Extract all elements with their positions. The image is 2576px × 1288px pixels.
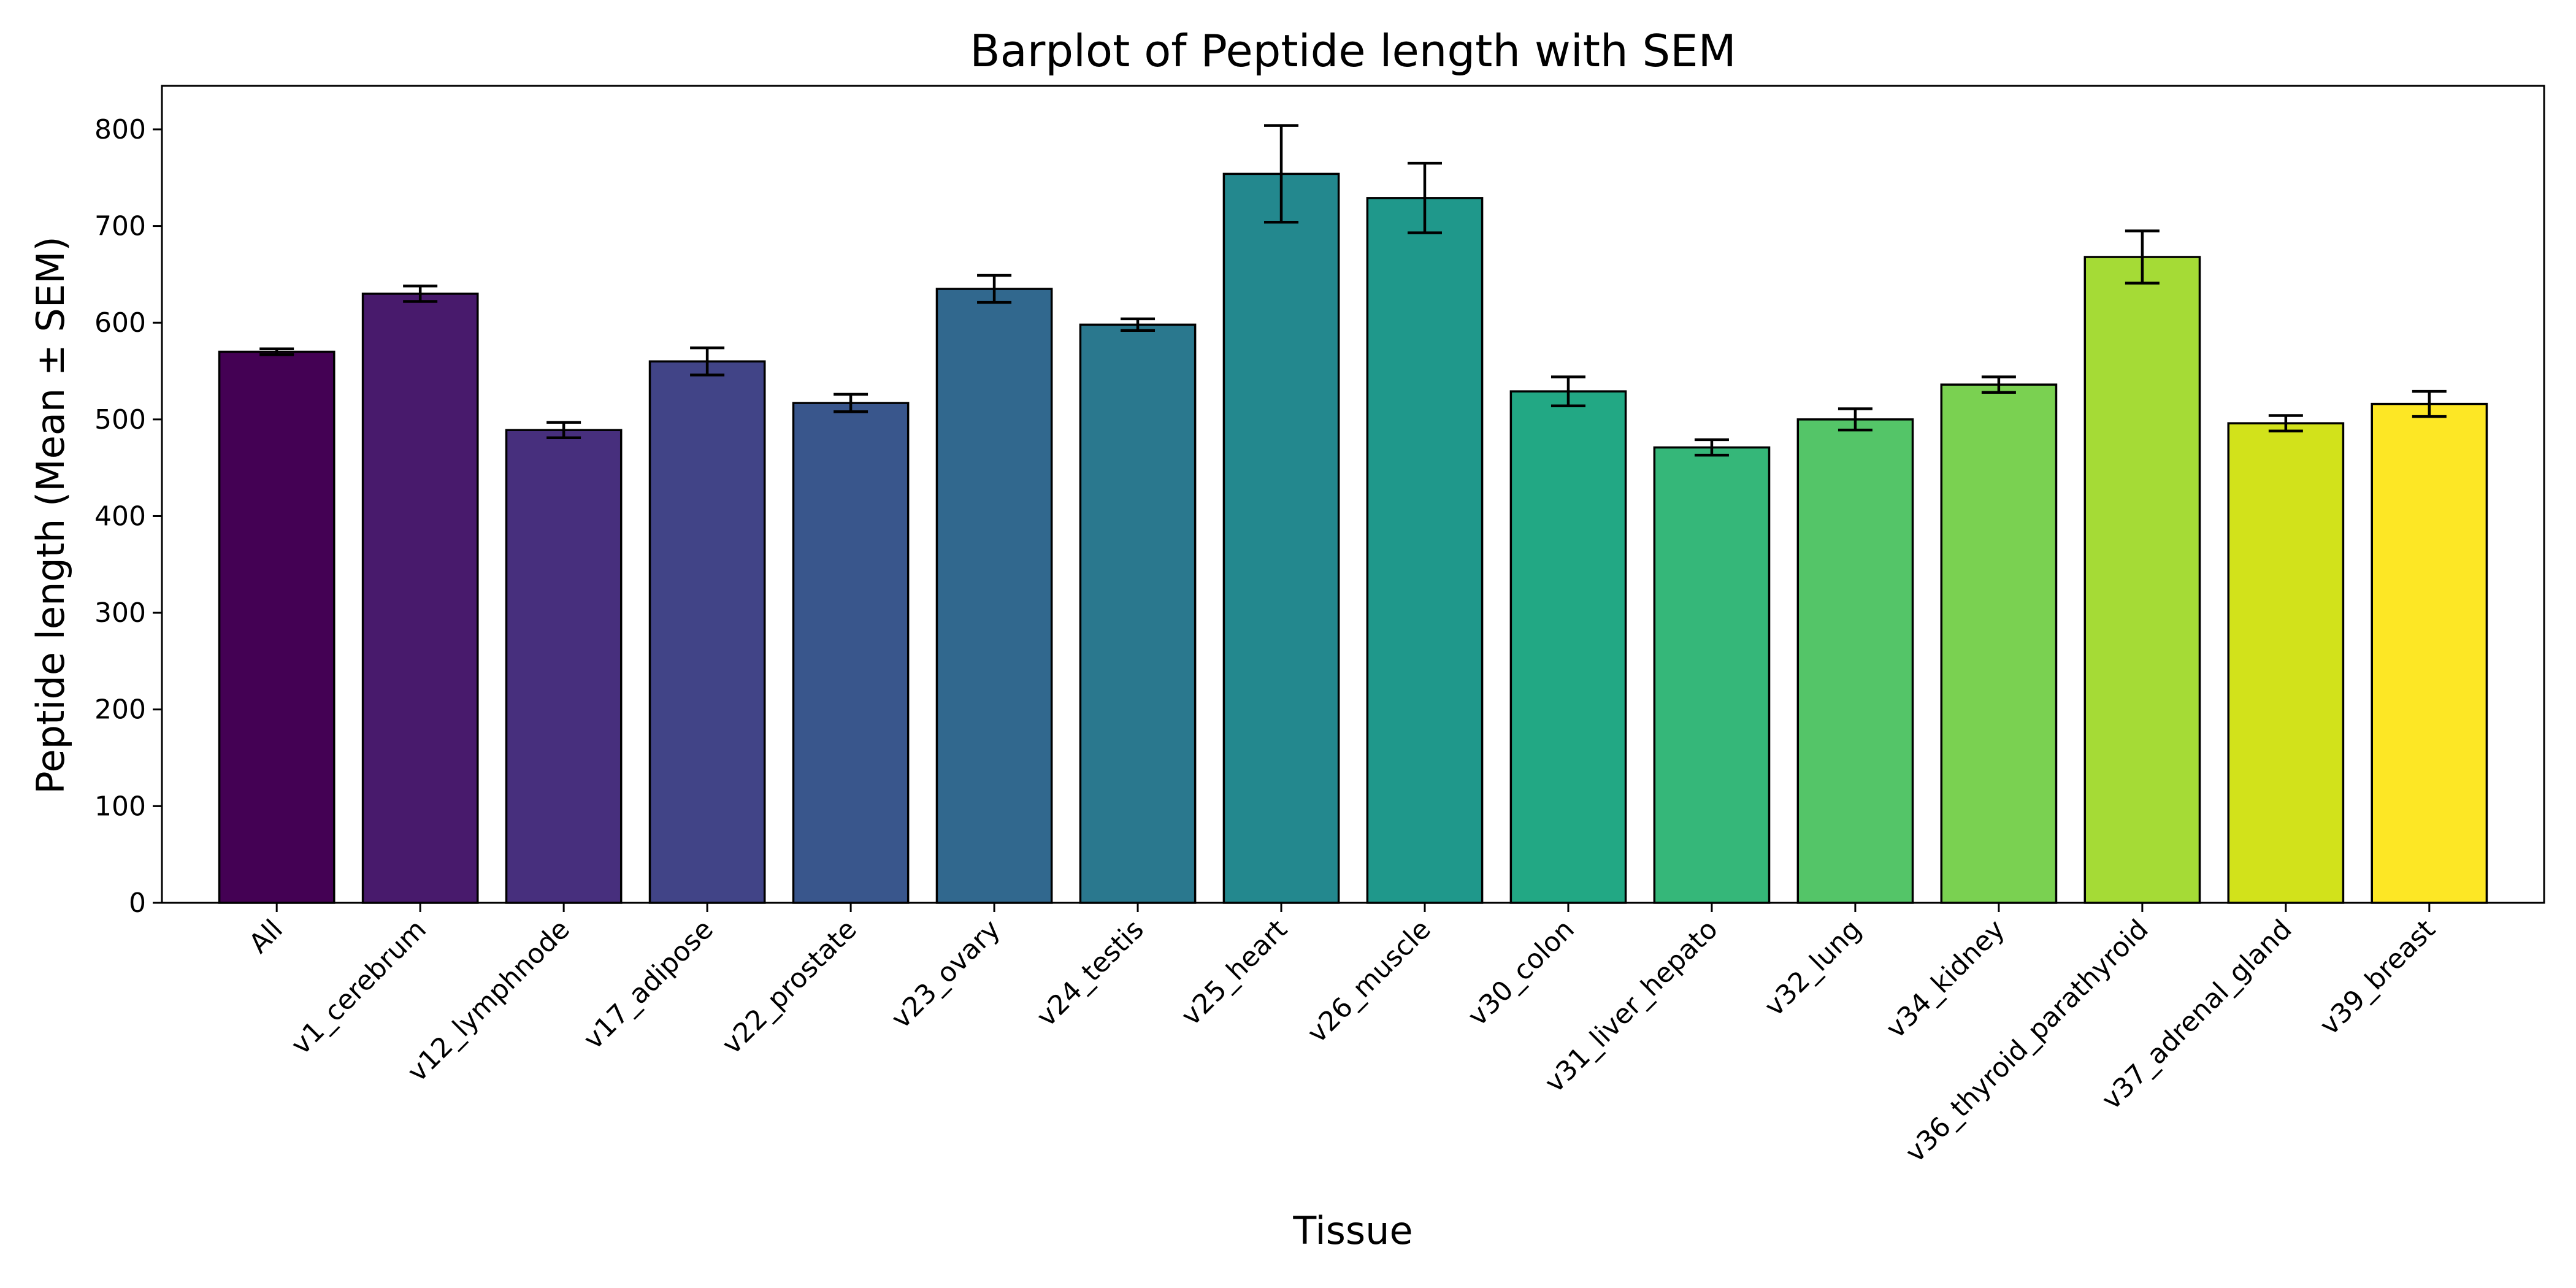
y-tick-label-100: 100 xyxy=(94,791,146,822)
bar-v17_adipose xyxy=(648,360,766,904)
x-tick-label-v22_prostate: v22_prostate xyxy=(716,914,863,1060)
x-tick-label-v32_lung: v32_lung xyxy=(1758,914,1867,1022)
bar-v26_muscle xyxy=(1366,197,1484,904)
x-tick-label-v34_kidney: v34_kidney xyxy=(1880,914,2011,1045)
bar-All xyxy=(218,350,335,904)
bar-v39_breast xyxy=(2371,402,2488,904)
bar-v25_heart xyxy=(1222,172,1340,904)
bar-v24_testis xyxy=(1079,323,1197,904)
x-tick-label-v24_testis: v24_testis xyxy=(1031,914,1150,1033)
x-tick-label-v30_colon: v30_colon xyxy=(1462,914,1581,1032)
x-tick-label-All: All xyxy=(243,914,289,960)
bar-v23_ovary xyxy=(935,288,1053,904)
x-axis-label: Tissue xyxy=(1292,1208,1413,1253)
y-tick-label-700: 700 xyxy=(94,211,146,242)
y-tick-label-500: 500 xyxy=(94,404,146,435)
bar-v36_thyroid_parathyroid xyxy=(2083,256,2201,904)
x-tick-label-v39_breast: v39_breast xyxy=(2313,914,2441,1041)
bar-v1_cerebrum xyxy=(361,293,479,904)
plot-frame xyxy=(161,85,2545,904)
x-tick-label-v23_ovary: v23_ovary xyxy=(886,914,1006,1035)
x-tick-label-v36_thyroid_parathyroid: v36_thyroid_parathyroid xyxy=(1899,914,2155,1169)
bar-v12_lymphnode xyxy=(505,429,623,904)
bar-v22_prostate xyxy=(792,402,910,904)
bar-v31_liver_hepato xyxy=(1653,446,1771,904)
x-tick-label-v1_cerebrum: v1_cerebrum xyxy=(285,914,432,1061)
x-tick-label-v26_muscle: v26_muscle xyxy=(1301,914,1437,1049)
x-tick-label-v25_heart: v25_heart xyxy=(1175,914,1294,1032)
bar-v34_kidney xyxy=(1940,383,2058,904)
chart-title: Barplot of Peptide length with SEM xyxy=(970,25,1736,77)
y-axis-label: Peptide length (Mean ± SEM) xyxy=(28,236,73,794)
y-tick-label-300: 300 xyxy=(94,597,146,629)
x-tick-label-v17_adipose: v17_adipose xyxy=(578,914,719,1056)
bar-v37_adrenal_gland xyxy=(2227,422,2345,904)
y-tick-label-600: 600 xyxy=(94,307,146,339)
y-tick-label-200: 200 xyxy=(94,694,146,726)
y-tick-label-0: 0 xyxy=(129,887,146,919)
y-tick-label-800: 800 xyxy=(94,114,146,145)
y-tick-label-400: 400 xyxy=(94,500,146,532)
bar-v32_lung xyxy=(1796,418,1914,904)
bar-v30_colon xyxy=(1509,390,1627,904)
